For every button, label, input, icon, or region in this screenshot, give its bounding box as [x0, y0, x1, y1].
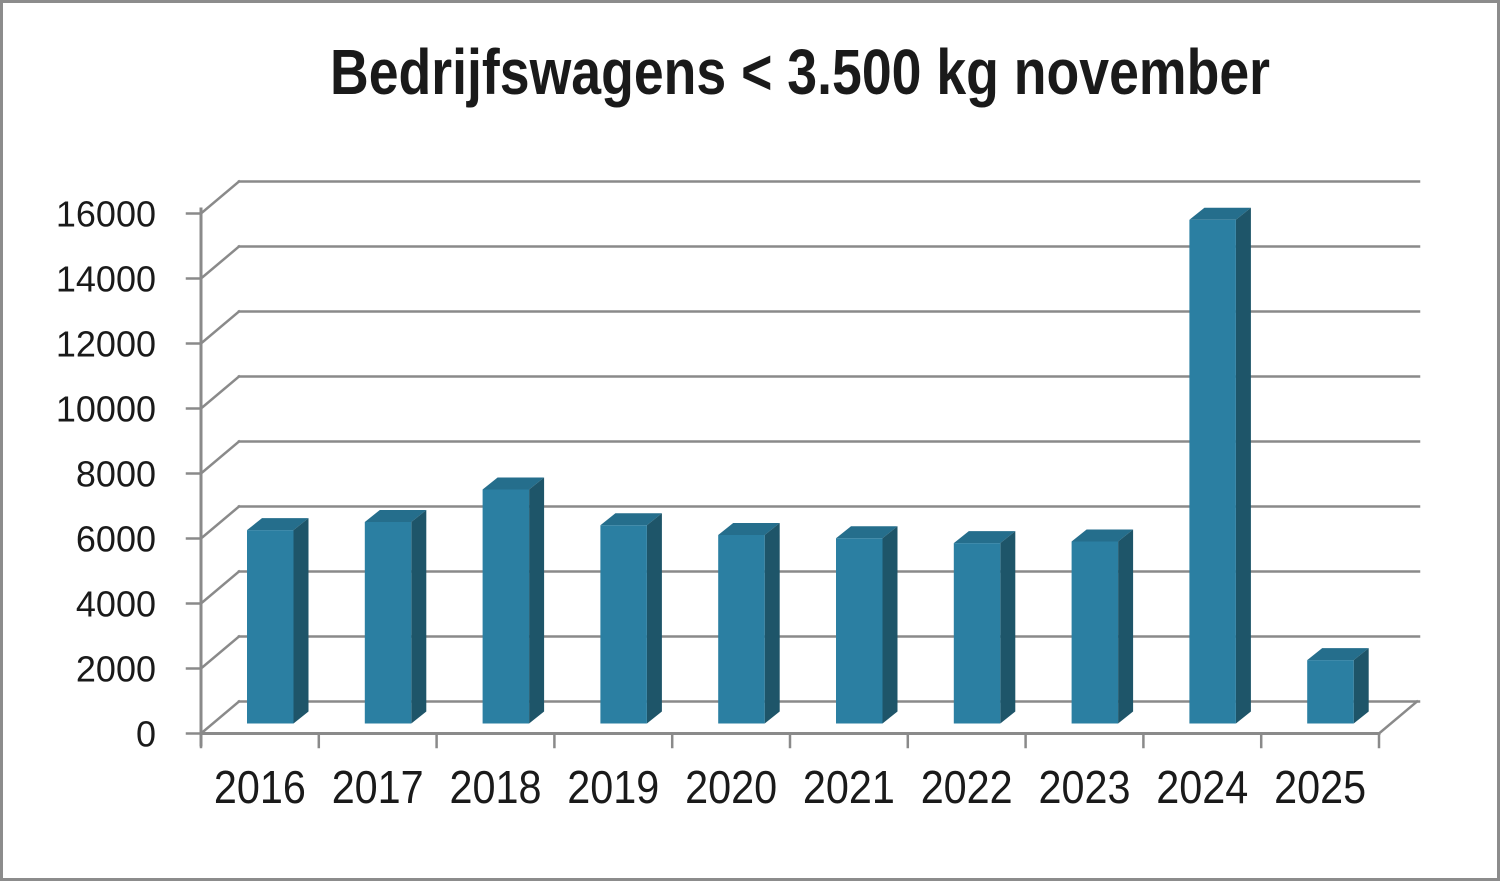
bar-front-face-2023: [1071, 541, 1119, 724]
bar-side-face-2022: [1000, 531, 1016, 724]
bar-front-face-2017: [364, 522, 412, 724]
x-axis-label-2024: 2024: [1156, 761, 1248, 813]
gridline-sidewall-16000: [199, 179, 241, 216]
bar-top-face-2020: [718, 523, 780, 535]
bar-2018: [482, 477, 545, 724]
bar-2023: [1071, 529, 1134, 724]
chart-title: Bedrijfswagens < 3.500 kg november: [330, 36, 1270, 108]
bar-side-face-2016: [293, 518, 309, 724]
bar-top-face-2021: [836, 526, 898, 539]
bar-side-face-2019: [646, 513, 662, 724]
bar-front-face-2016: [247, 530, 294, 724]
bar-top-face-2022: [953, 531, 1016, 544]
gridline-sidewall-2000: [199, 634, 241, 671]
bar-front-face-2020: [718, 535, 765, 724]
bar-front-face-2024: [1189, 219, 1236, 724]
x-axis-label-2021: 2021: [803, 761, 895, 813]
bar-2017: [364, 510, 427, 724]
bar-side-face-2025: [1353, 648, 1369, 724]
bar-2016: [247, 518, 309, 724]
x-axis-label-2016: 2016: [214, 761, 306, 813]
bar-2021: [836, 526, 898, 724]
gridline-sidewall-4000: [199, 569, 241, 606]
bar-2020: [718, 523, 780, 724]
bar-side-face-2018: [529, 477, 545, 724]
bar-front-face-2021: [836, 538, 883, 724]
y-axis-label-0: 0: [136, 714, 156, 755]
bar-top-face-2019: [600, 513, 662, 526]
bar-side-face-2024: [1235, 207, 1251, 724]
x-axis-label-2019: 2019: [567, 761, 659, 813]
bar-side-face-2020: [764, 523, 780, 724]
x-axis-label-2022: 2022: [921, 761, 1013, 813]
bar-2025: [1307, 648, 1369, 724]
bar-top-face-2018: [482, 477, 545, 490]
bar-front-face-2018: [482, 489, 530, 724]
bars-layer: [247, 207, 1369, 724]
gridline-sidewall-6000: [199, 504, 241, 541]
bar-2019: [600, 513, 662, 724]
bar-2022: [953, 531, 1016, 724]
x-axis-label-2018: 2018: [450, 761, 542, 813]
gridline-sidewall-14000: [199, 244, 241, 281]
bar-front-face-2025: [1307, 660, 1354, 724]
y-axis-label-14000: 14000: [56, 259, 156, 300]
x-axis-label-2025: 2025: [1274, 761, 1366, 813]
bar-side-face-2021: [882, 526, 898, 724]
axis-layer: [185, 207, 1381, 749]
bar-top-face-2016: [247, 518, 309, 531]
bar-front-face-2022: [953, 543, 1001, 724]
y-axis-label-12000: 12000: [56, 324, 156, 365]
bar-top-face-2024: [1189, 207, 1251, 220]
bar-top-face-2023: [1071, 529, 1134, 542]
gridline-sidewall-8000: [199, 439, 241, 476]
floor-right-edge: [1377, 699, 1419, 736]
gridline-sidewall-10000: [199, 374, 241, 411]
x-axis-label-2017: 2017: [332, 761, 424, 813]
bar-chart: Bedrijfswagens < 3.500 kg november 0 2000…: [3, 3, 1497, 878]
y-axis-label-16000: 16000: [56, 194, 156, 235]
bar-top-face-2017: [364, 510, 427, 522]
bar-side-face-2023: [1118, 529, 1134, 724]
chart-canvas: Bedrijfswagens < 3.500 kg november 0 2000…: [56, 36, 1421, 814]
x-axis-label-2023: 2023: [1039, 761, 1131, 813]
y-axis-label-6000: 6000: [76, 519, 156, 560]
bar-2024: [1189, 207, 1251, 724]
y-axis-label-8000: 8000: [76, 454, 156, 495]
labels-layer: 0 2000 4000 6000 8000 10000 12000 14000 16000 201…: [56, 194, 1366, 814]
y-axis-label-10000: 10000: [56, 389, 156, 430]
bar-top-face-2025: [1307, 648, 1369, 661]
bar-side-face-2017: [411, 510, 427, 724]
y-axis-label-2000: 2000: [76, 649, 156, 690]
gridline-sidewall-12000: [199, 309, 241, 346]
y-axis-label-4000: 4000: [76, 584, 156, 625]
x-axis-label-2020: 2020: [685, 761, 777, 813]
floor-left-edge: [199, 699, 241, 736]
bar-front-face-2019: [600, 525, 647, 724]
